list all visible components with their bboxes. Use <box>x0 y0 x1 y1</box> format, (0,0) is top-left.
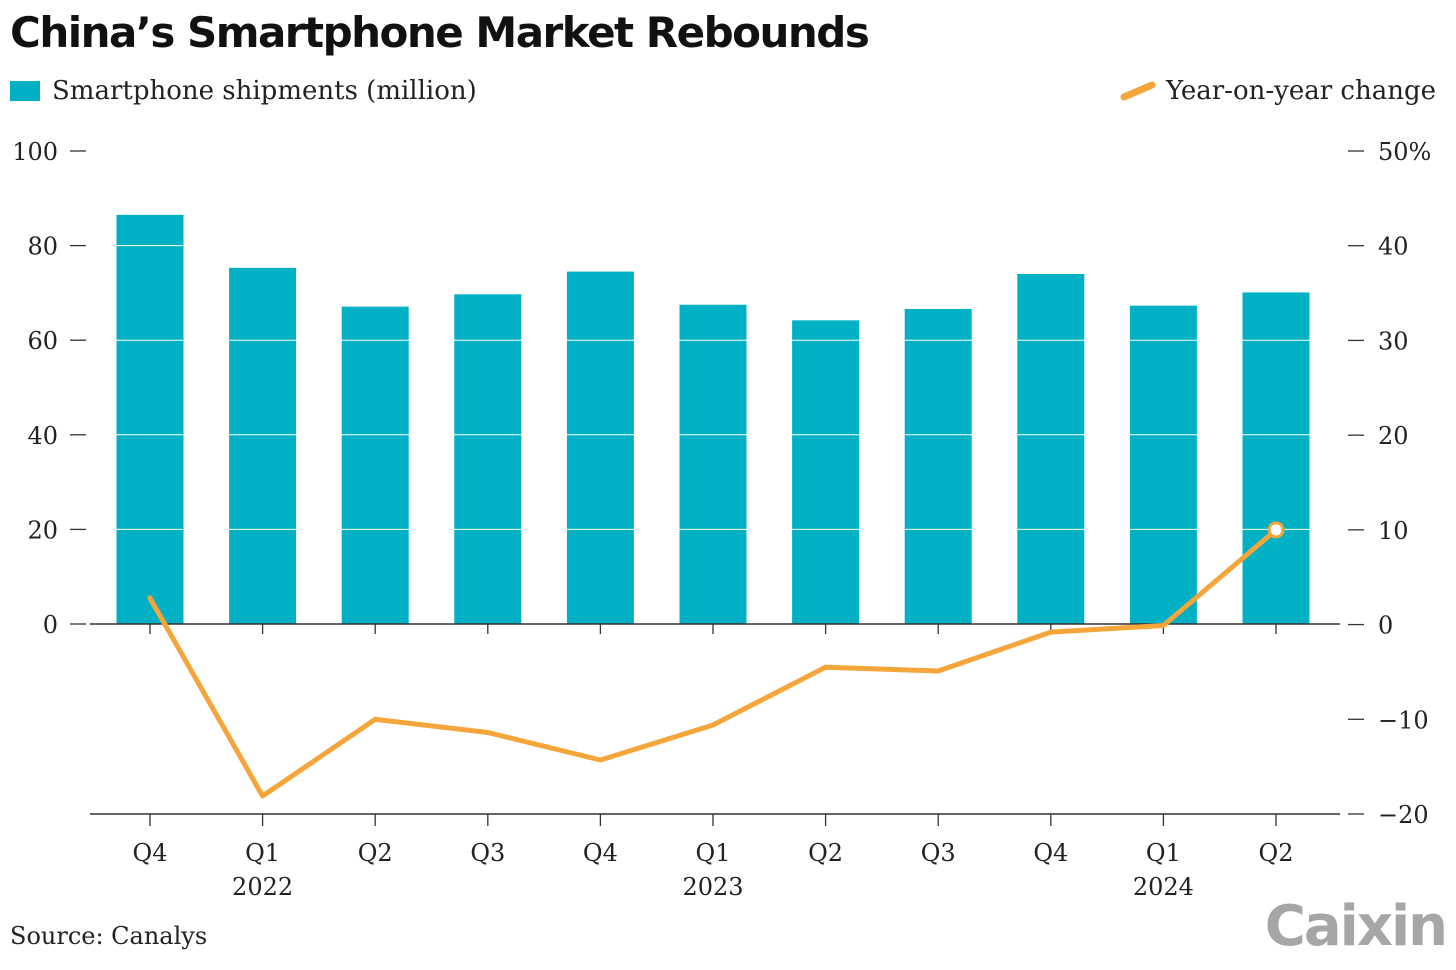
right-tick-label: 40 <box>1378 233 1409 261</box>
legend-line-label: Year-on-year change <box>1165 76 1436 106</box>
bar <box>341 306 409 624</box>
left-tick-label: 80 <box>27 233 58 261</box>
bar <box>566 271 634 624</box>
x-tick-label: Q1 <box>1146 839 1181 867</box>
bar <box>116 214 184 625</box>
x-tick-label: Q4 <box>133 839 168 867</box>
x-tick-label: Q3 <box>470 839 505 867</box>
legend-bar-label: Smartphone shipments (million) <box>52 76 477 106</box>
bar <box>904 308 972 624</box>
left-tick-label: 40 <box>27 422 58 450</box>
yoy-point <box>597 757 603 763</box>
bar <box>679 304 747 624</box>
yoy-point <box>260 793 266 799</box>
x-tick-label: Q2 <box>358 839 393 867</box>
yoy-point <box>1267 521 1285 539</box>
yoy-point <box>823 664 829 670</box>
chart-title: China’s Smartphone Market Rebounds <box>10 8 870 57</box>
legend-line: Year-on-year change <box>1120 76 1436 106</box>
right-tick-label: 30 <box>1378 327 1409 355</box>
legend-bar-swatch <box>10 81 40 101</box>
left-tick-label: 20 <box>27 516 58 544</box>
yoy-point <box>147 595 153 601</box>
source-note: Source: Canalys <box>10 922 208 950</box>
bar <box>1017 273 1085 624</box>
bar <box>454 294 522 624</box>
caixin-logo: Caixin <box>1264 894 1448 959</box>
yoy-point <box>372 716 378 722</box>
x-tick-label: Q2 <box>1259 839 1294 867</box>
x-year-label: 2022 <box>232 873 293 901</box>
x-tick-label: Q1 <box>696 839 731 867</box>
bar <box>229 267 297 624</box>
bar <box>1129 305 1197 624</box>
left-tick-label: 60 <box>27 327 58 355</box>
yoy-point <box>1160 623 1166 629</box>
legend-line-swatch <box>1120 81 1156 101</box>
yoy-point <box>935 668 941 674</box>
right-tick-label: 0 <box>1378 612 1393 640</box>
x-tick-label: Q3 <box>921 839 956 867</box>
x-year-label: 2023 <box>682 873 743 901</box>
x-tick-label: Q4 <box>1033 839 1068 867</box>
x-year-label: 2024 <box>1133 873 1194 901</box>
legend-bars: Smartphone shipments (million) <box>10 76 477 106</box>
left-tick-label: 100 <box>12 138 58 166</box>
right-tick-label: −20 <box>1378 801 1429 829</box>
yoy-point <box>710 722 716 728</box>
bar <box>792 320 860 624</box>
x-tick-label: Q2 <box>808 839 843 867</box>
right-tick-label: −10 <box>1378 706 1429 734</box>
x-tick-label: Q4 <box>583 839 618 867</box>
yoy-point <box>485 730 491 736</box>
right-tick-label: 50% <box>1378 138 1431 166</box>
left-tick-label: 0 <box>43 611 58 639</box>
bar <box>1242 292 1310 624</box>
x-tick-label: Q1 <box>245 839 280 867</box>
right-tick-label: 10 <box>1378 517 1409 545</box>
yoy-point <box>1048 629 1054 635</box>
right-tick-label: 20 <box>1378 422 1409 450</box>
